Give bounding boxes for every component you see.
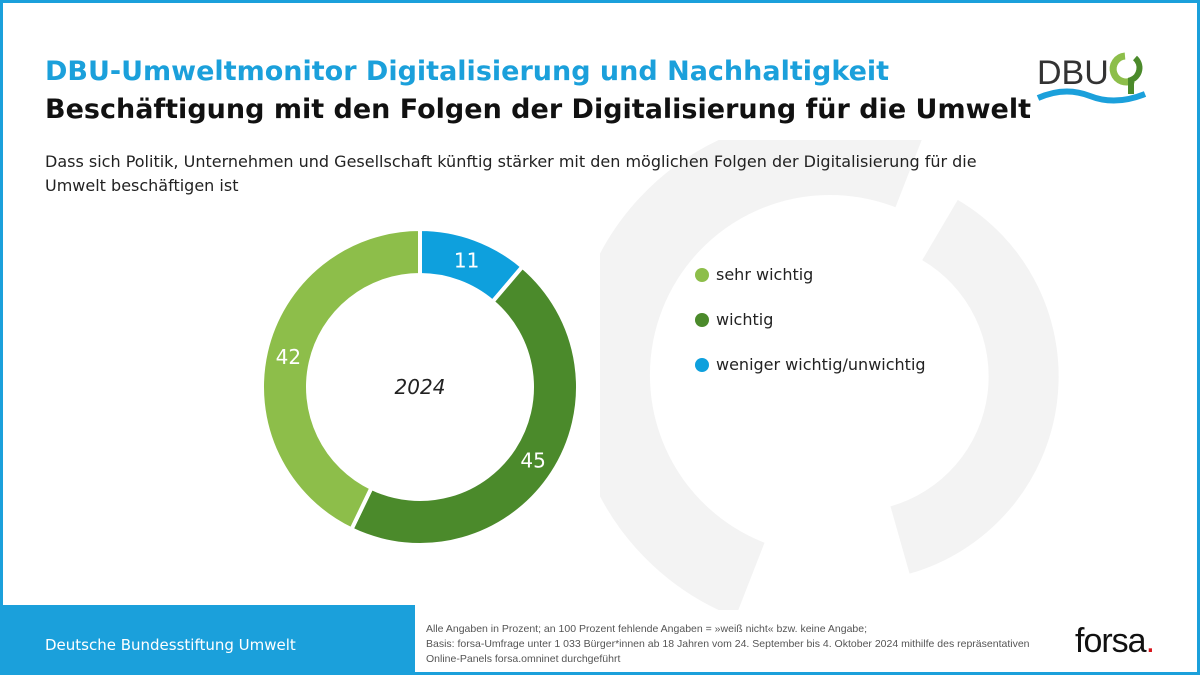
- note-line: Alle Angaben in Prozent; an 100 Prozent …: [426, 623, 868, 635]
- watermark-logo: [600, 140, 1059, 610]
- note-line: Basis: forsa-Umfrage unter 1 033 Bürger*…: [426, 638, 1030, 650]
- legend-label: wichtig: [716, 310, 774, 329]
- data-label: 42: [276, 345, 301, 369]
- data-label: 45: [520, 449, 545, 473]
- data-label: 11: [454, 248, 479, 272]
- forsa-logo: forsa.: [1075, 622, 1155, 660]
- legend-item: sehr wichtig: [695, 252, 926, 297]
- legend-swatch: [695, 312, 709, 327]
- footer-org: Deutsche Bundesstiftung Umwelt: [0, 605, 415, 675]
- question-text: Dass sich Politik, Unternehmen und Gesel…: [45, 152, 977, 195]
- center-label: 2024: [395, 375, 446, 399]
- dbu-logo: DBU: [1036, 52, 1147, 104]
- legend-swatch: [695, 357, 709, 372]
- slice-wichtig: [348, 263, 580, 547]
- page-title: DBU-Umweltmonitor Digitalisierung und Na…: [45, 56, 890, 87]
- chart-title: Beschäftigung mit den Folgen der Digital…: [45, 94, 1032, 125]
- slice-sehr-wichtig: [260, 226, 422, 533]
- legend-item: weniger wichtig/unwichtig: [695, 342, 926, 387]
- legend-label: weniger wichtig/unwichtig: [716, 355, 926, 374]
- donut-chart: 11 45 42 2024: [260, 226, 580, 547]
- legend-label: sehr wichtig: [716, 265, 814, 284]
- legend-item: wichtig: [695, 297, 926, 342]
- legend: sehr wichtig wichtig weniger wichtig/unwic…: [695, 252, 926, 387]
- svg-text:DBU: DBU: [1037, 54, 1109, 92]
- footer-notes: Alle Angaben in Prozent; an 100 Prozent …: [426, 622, 1030, 667]
- legend-swatch: [695, 267, 709, 282]
- note-line: Online-Panels forsa.omninet durchgeführt: [426, 653, 621, 665]
